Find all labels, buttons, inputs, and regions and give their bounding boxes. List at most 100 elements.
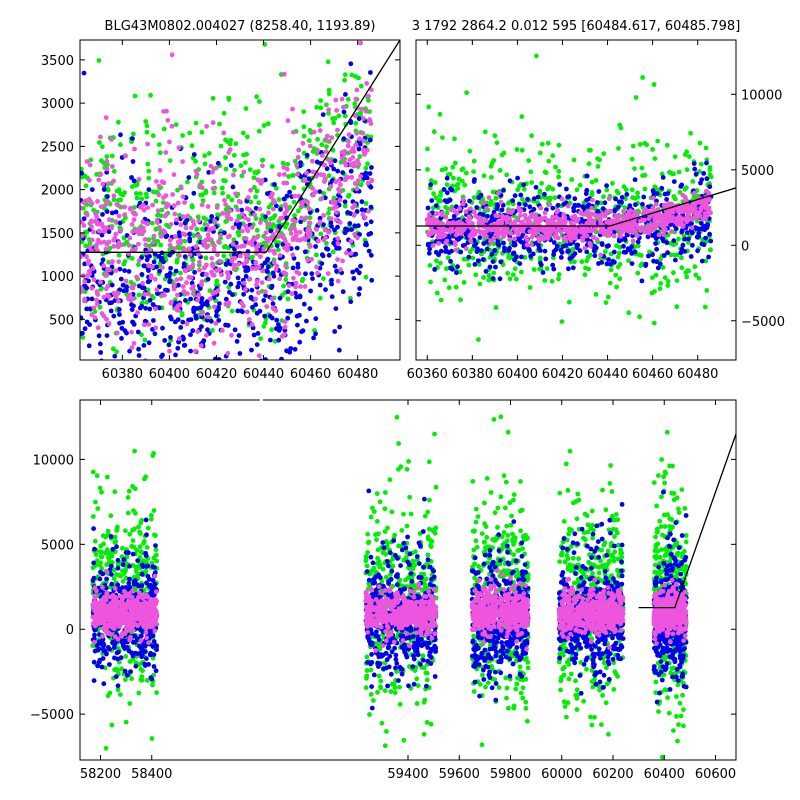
data-point	[289, 291, 295, 297]
data-point	[433, 203, 439, 209]
data-point	[130, 159, 136, 164]
data-point	[596, 261, 601, 266]
data-point	[630, 238, 636, 244]
data-point	[193, 159, 199, 164]
data-point	[440, 221, 446, 227]
data-point	[85, 261, 91, 266]
data-point	[616, 146, 621, 151]
data-point	[396, 441, 401, 446]
data-point	[238, 163, 244, 169]
data-point	[82, 289, 88, 295]
data-point	[288, 231, 294, 236]
data-point	[329, 281, 334, 287]
data-point	[529, 234, 535, 240]
data-point	[584, 233, 590, 239]
data-point	[206, 170, 212, 175]
data-point	[92, 309, 98, 315]
data-point	[685, 209, 690, 214]
data-point	[426, 230, 431, 236]
data-point	[529, 242, 534, 247]
data-point	[315, 270, 320, 276]
data-point	[96, 228, 102, 234]
data-point	[122, 268, 127, 273]
data-point	[116, 213, 122, 219]
data-point	[152, 331, 158, 337]
data-point	[198, 192, 204, 198]
data-point	[219, 327, 225, 333]
data-point	[341, 136, 347, 142]
data-point	[89, 237, 95, 243]
data-point	[573, 203, 579, 209]
data-point	[331, 120, 337, 126]
data-point	[459, 221, 465, 227]
data-point	[356, 146, 362, 152]
data-point	[284, 166, 290, 172]
data-point	[153, 226, 159, 232]
data-point	[428, 182, 434, 188]
data-point	[239, 207, 245, 213]
data-point	[708, 210, 713, 216]
data-point	[368, 121, 374, 126]
data-point	[286, 174, 291, 179]
data-point	[650, 233, 655, 238]
data-point	[210, 95, 216, 101]
data-point	[205, 327, 210, 333]
data-point	[361, 116, 366, 122]
data-point	[121, 288, 127, 294]
data-point	[522, 212, 528, 218]
data-point	[410, 558, 416, 564]
top_left-series-series_magenta	[80, 40, 375, 360]
data-point	[143, 119, 149, 124]
data-point	[181, 343, 187, 348]
data-point	[321, 213, 326, 218]
data-point	[323, 149, 329, 154]
data-point	[240, 309, 245, 315]
data-point	[505, 270, 510, 276]
data-point	[568, 220, 574, 225]
data-point	[616, 238, 622, 244]
data-point	[164, 273, 170, 278]
data-point	[223, 155, 228, 160]
data-point	[279, 356, 284, 360]
data-point	[694, 218, 700, 224]
data-point	[484, 246, 490, 252]
data-point	[653, 201, 659, 207]
data-point	[104, 158, 110, 164]
data-point	[210, 169, 215, 175]
data-point	[374, 560, 380, 566]
data-point	[295, 171, 300, 177]
data-point	[488, 238, 494, 244]
data-point	[595, 156, 600, 162]
data-point	[274, 317, 280, 323]
data-point	[317, 295, 323, 301]
data-point	[119, 325, 125, 331]
data-point	[145, 205, 151, 211]
data-point	[531, 206, 537, 212]
data-point	[337, 197, 343, 203]
data-point	[318, 98, 323, 103]
data-point	[704, 176, 710, 182]
data-point	[175, 292, 180, 298]
data-point	[80, 330, 85, 336]
data-point	[98, 554, 104, 559]
data-point	[591, 219, 597, 225]
data-point	[180, 133, 186, 138]
data-point	[565, 194, 571, 200]
data-point	[159, 207, 165, 213]
data-point	[262, 313, 268, 319]
data-point	[222, 230, 227, 236]
data-point	[622, 236, 628, 241]
data-point	[509, 221, 515, 227]
data-point	[297, 339, 303, 345]
data-point	[324, 102, 329, 108]
data-point	[234, 218, 240, 224]
data-point	[550, 186, 556, 192]
data-point	[160, 292, 165, 298]
data-point	[204, 123, 210, 129]
data-point	[649, 290, 655, 296]
data-point	[265, 256, 271, 262]
data-point	[196, 292, 202, 298]
data-point	[535, 194, 541, 200]
data-point	[691, 161, 697, 167]
data-point	[444, 210, 450, 216]
